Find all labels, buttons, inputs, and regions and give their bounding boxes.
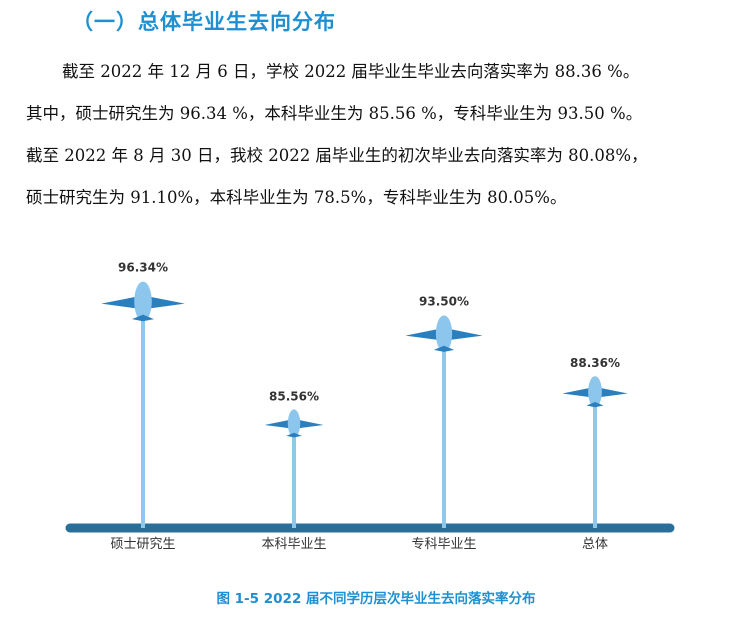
bar-stem xyxy=(141,312,145,528)
bar-stem xyxy=(593,400,597,528)
airplane-marker-icon xyxy=(101,281,185,322)
airplane-body xyxy=(588,376,602,408)
airplane-tail xyxy=(131,314,155,322)
bar-stem xyxy=(442,343,446,528)
category-label: 硕士研究生 xyxy=(110,537,175,552)
airplane-body xyxy=(435,315,453,352)
airplane-body xyxy=(287,409,301,438)
airplane-tail xyxy=(286,432,302,438)
paragraph-line-1: 截至 2022 年 12 月 6 日，学校 2022 届毕业生毕业去向落实率为 … xyxy=(62,62,640,81)
airplane-body xyxy=(134,281,152,322)
airplane-tail xyxy=(433,345,455,352)
figure-caption: 图 1-5 2022 届不同学历层次毕业生去向落实率分布 xyxy=(216,591,536,607)
paragraph-line-2: 其中，硕士研究生为 96.34 %，本科毕业生为 85.56 %，专科毕业生为 … xyxy=(26,104,643,123)
category-label: 本科毕业生 xyxy=(261,537,326,552)
data-label: 85.56% xyxy=(269,389,319,403)
paragraph-line-4: 硕士研究生为 91.10%，本科毕业生为 78.5%，专科毕业生为 80.05%… xyxy=(26,188,567,207)
data-label: 88.36% xyxy=(570,356,620,370)
section-title: （一）总体毕业生去向分布 xyxy=(72,10,336,34)
data-label: 96.34% xyxy=(118,260,168,274)
airplane-marker-icon xyxy=(405,315,483,352)
data-label: 93.50% xyxy=(419,294,469,308)
bar-stem xyxy=(292,431,296,528)
placement-rate-chart: 96.34% 硕士研究生 85.56% 本科毕业生 93.50% 专科毕业生 88.36% 总… xyxy=(65,260,675,552)
airplane-marker-icon xyxy=(562,376,628,408)
category-label: 专科毕业生 xyxy=(411,537,476,552)
paragraph-line-3: 截至 2022 年 8 月 30 日，我校 2022 届毕业生的初次毕业去向落实… xyxy=(26,146,648,165)
category-label: 总体 xyxy=(582,537,608,552)
airplane-marker-icon xyxy=(264,409,324,438)
airplane-tail xyxy=(586,402,604,408)
